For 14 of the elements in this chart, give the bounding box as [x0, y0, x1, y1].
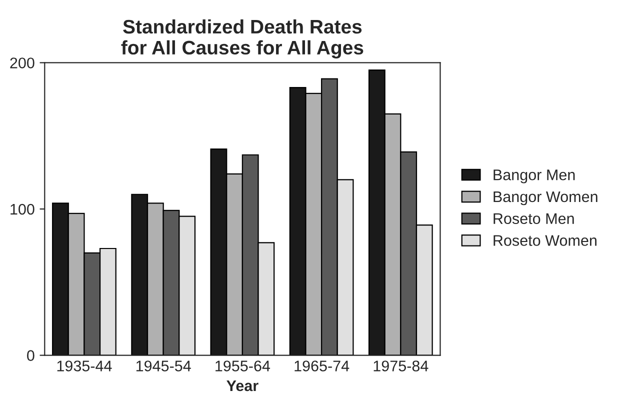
x-tick-label: 1945-54	[136, 360, 191, 372]
chart-title: Standardized Death Rates for All Causes for All Ages	[121, 19, 364, 58]
y-tick-label: 0	[27, 350, 34, 361]
x-tick-label: 1955-64	[216, 360, 270, 372]
y-tick-label: 200	[10, 58, 34, 68]
x-tick-label: 1975-84	[374, 360, 428, 372]
legend-label: Roseto Men	[494, 213, 574, 224]
x-tick-label: 1935-44	[57, 360, 112, 372]
legend-label: Bangor Men	[494, 170, 575, 184]
x-tick-label: 1965-74	[294, 360, 350, 372]
x-axis-title: Year	[226, 380, 258, 392]
y-tick-label: 100	[10, 204, 34, 215]
legend-label: Roseto Women	[494, 235, 596, 246]
legend-label: Bangor Women	[494, 192, 598, 206]
